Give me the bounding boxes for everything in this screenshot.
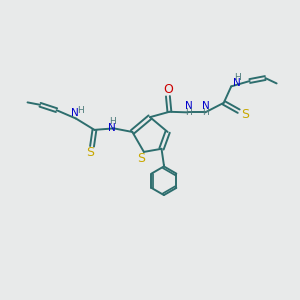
Text: H: H: [234, 73, 241, 82]
Text: H: H: [185, 109, 192, 118]
Text: N: N: [233, 78, 241, 88]
Text: H: H: [109, 117, 116, 126]
Text: S: S: [86, 146, 94, 159]
Text: N: N: [202, 101, 210, 111]
Text: S: S: [137, 152, 146, 165]
Text: H: H: [202, 109, 209, 118]
Text: N: N: [109, 123, 116, 133]
Text: H: H: [77, 106, 84, 115]
Text: N: N: [70, 107, 78, 118]
Text: S: S: [241, 108, 249, 121]
Text: O: O: [163, 83, 173, 96]
Text: N: N: [184, 101, 192, 111]
